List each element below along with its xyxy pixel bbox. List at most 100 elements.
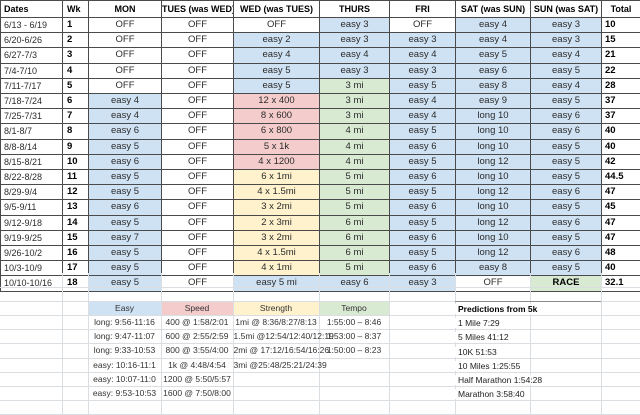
grid-cell[interactable] — [62, 358, 89, 373]
day-cell[interactable]: 3 x 2mi — [233, 229, 320, 247]
grid-cell[interactable] — [601, 343, 640, 359]
day-cell[interactable]: OFF — [88, 32, 162, 49]
day-cell[interactable]: 4 x 1mi — [233, 260, 320, 277]
day-cell[interactable]: easy 5 — [88, 169, 162, 186]
day-cell[interactable]: easy 5 — [455, 47, 531, 64]
day-cell[interactable]: easy 2 — [233, 32, 320, 49]
day-cell[interactable]: easy 5 — [530, 199, 602, 216]
grid-cell[interactable] — [601, 400, 640, 415]
day-cell[interactable]: 4 mi — [319, 138, 390, 155]
day-cell[interactable]: easy 5 — [530, 169, 602, 186]
grid-cell[interactable] — [0, 301, 63, 317]
day-cell[interactable]: 5 x 1k — [233, 138, 320, 155]
grid-cell[interactable] — [0, 343, 63, 359]
date-cell[interactable]: 8/1-8/7 — [0, 123, 63, 140]
header-fri[interactable]: FRI — [389, 0, 456, 18]
legend-value-cell[interactable]: 3mi @25:48/25:21/24:39 — [233, 358, 327, 373]
header-total[interactable]: Total — [601, 0, 640, 18]
day-cell[interactable]: OFF — [161, 169, 234, 186]
day-cell[interactable]: long 12 — [455, 245, 531, 262]
total-cell[interactable]: 44.5 — [601, 169, 640, 186]
grid-cell[interactable] — [233, 273, 320, 288]
grid-cell[interactable] — [233, 372, 320, 388]
grid-cell[interactable] — [319, 400, 390, 415]
total-cell[interactable]: 48 — [601, 245, 640, 262]
header-wed[interactable]: WED (was TUES) — [233, 0, 320, 18]
day-cell[interactable]: easy 7 — [88, 229, 162, 247]
legend-value-cell[interactable]: 1200 @ 5:50/5:57 — [161, 372, 234, 388]
grid-cell[interactable] — [389, 315, 456, 331]
legend-value-cell[interactable]: 1:50:00 – 8:23 — [319, 343, 390, 359]
day-cell[interactable]: OFF — [161, 47, 234, 64]
week-cell[interactable]: 6 — [62, 93, 89, 110]
total-cell[interactable]: 47 — [601, 184, 640, 201]
day-cell[interactable]: OFF — [161, 16, 234, 34]
day-cell[interactable]: 5 mi — [319, 184, 390, 201]
day-cell[interactable]: easy 4 — [233, 47, 320, 64]
week-cell[interactable]: 5 — [62, 77, 89, 95]
grid-cell[interactable] — [530, 315, 602, 331]
grid-cell[interactable] — [62, 329, 89, 345]
week-cell[interactable]: 15 — [62, 229, 89, 247]
week-cell[interactable]: 11 — [62, 169, 89, 186]
grid-cell[interactable] — [530, 343, 602, 359]
day-cell[interactable]: easy 6 — [389, 199, 456, 216]
total-cell[interactable]: 22 — [601, 62, 640, 79]
legend-value-cell[interactable]: long: 9:56-11:16 — [88, 315, 162, 331]
grid-cell[interactable] — [389, 329, 456, 345]
grid-cell[interactable] — [62, 343, 89, 359]
grid-cell[interactable] — [601, 372, 640, 388]
day-cell[interactable]: 3 x 2mi — [233, 199, 320, 216]
legend-header-cell[interactable]: Tempo — [319, 301, 390, 317]
day-cell[interactable]: easy 6 — [88, 153, 162, 171]
grid-cell[interactable] — [455, 273, 531, 288]
total-cell[interactable]: 10 — [601, 16, 640, 34]
day-cell[interactable]: OFF — [389, 16, 456, 34]
date-cell[interactable]: 8/22-8/28 — [0, 169, 63, 186]
day-cell[interactable]: OFF — [233, 16, 320, 34]
day-cell[interactable]: easy 5 — [389, 77, 456, 95]
day-cell[interactable]: 5 mi — [319, 260, 390, 277]
grid-cell[interactable] — [601, 301, 640, 317]
day-cell[interactable]: easy 5 — [233, 77, 320, 95]
grid-cell[interactable] — [62, 386, 89, 402]
grid-cell[interactable] — [389, 386, 456, 402]
day-cell[interactable]: long 10 — [455, 229, 531, 247]
legend-value-cell[interactable]: easy: 10:07-11:0 — [88, 372, 162, 388]
legend-value-cell[interactable]: long: 9:47-11:07 — [88, 329, 162, 345]
day-cell[interactable]: long 12 — [455, 184, 531, 201]
grid-cell[interactable] — [62, 301, 89, 317]
day-cell[interactable]: easy 5 — [88, 245, 162, 262]
grid-cell[interactable] — [319, 273, 390, 288]
week-cell[interactable]: 13 — [62, 199, 89, 216]
total-cell[interactable]: 15 — [601, 32, 640, 49]
legend-value-cell[interactable]: 2mi @ 17:12/16:54/16:26 — [233, 343, 329, 359]
legend-value-cell[interactable]: 1k @ 4:48/4:54 — [161, 358, 234, 373]
grid-cell[interactable] — [62, 372, 89, 388]
grid-cell[interactable] — [530, 386, 602, 402]
grid-cell[interactable] — [389, 372, 456, 388]
day-cell[interactable]: easy 5 — [530, 153, 602, 171]
grid-cell[interactable] — [601, 386, 640, 402]
day-cell[interactable]: OFF — [161, 77, 234, 95]
date-cell[interactable]: 7/4-7/10 — [0, 62, 63, 79]
day-cell[interactable]: easy 4 — [389, 47, 456, 64]
day-cell[interactable]: OFF — [161, 199, 234, 216]
grid-cell[interactable] — [601, 315, 640, 331]
day-cell[interactable]: 6 x 800 — [233, 123, 320, 140]
day-cell[interactable]: 2 x 3mi — [233, 214, 320, 231]
day-cell[interactable]: easy 4 — [389, 108, 456, 125]
grid-cell[interactable] — [88, 400, 162, 415]
legend-value-cell[interactable]: 1:55:00 – 8:46 — [319, 315, 390, 331]
day-cell[interactable]: easy 6 — [88, 123, 162, 140]
day-cell[interactable]: easy 6 — [389, 169, 456, 186]
day-cell[interactable]: easy 4 — [530, 77, 602, 95]
total-cell[interactable]: 40 — [601, 123, 640, 140]
grid-cell[interactable] — [455, 400, 531, 415]
day-cell[interactable]: OFF — [161, 138, 234, 155]
day-cell[interactable]: OFF — [88, 62, 162, 79]
day-cell[interactable]: easy 3 — [530, 16, 602, 34]
day-cell[interactable]: easy 5 — [389, 245, 456, 262]
grid-cell[interactable] — [62, 273, 89, 288]
day-cell[interactable]: long 10 — [455, 169, 531, 186]
